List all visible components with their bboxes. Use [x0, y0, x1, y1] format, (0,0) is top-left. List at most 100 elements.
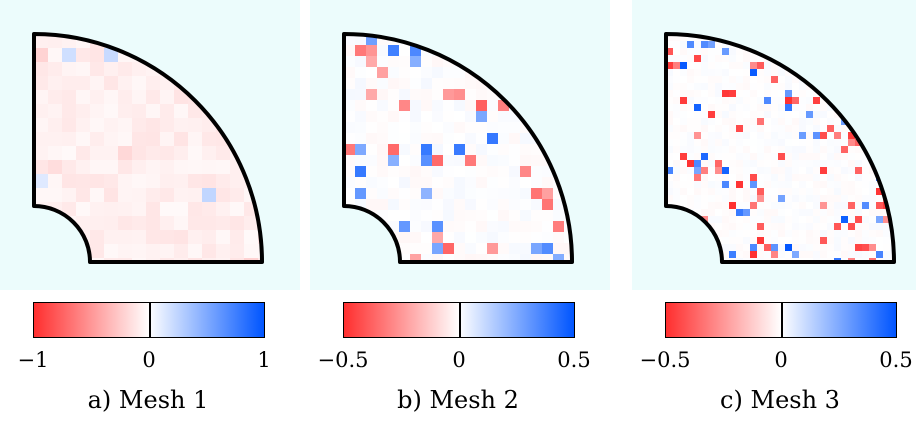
mesh-cell [388, 210, 400, 222]
mesh-cell [553, 210, 565, 222]
mesh-cell [188, 118, 203, 133]
mesh-cell [421, 210, 433, 222]
mesh-cell [813, 181, 821, 189]
mesh-cell [876, 244, 884, 252]
mesh-cell [750, 153, 758, 161]
mesh-cell [701, 195, 709, 203]
mesh-cell [806, 139, 814, 147]
mesh-cell [62, 104, 77, 119]
mesh-cell [771, 125, 779, 133]
mesh-cell [366, 144, 378, 156]
mesh-cell [377, 144, 389, 156]
mesh-cell [729, 202, 737, 210]
mesh-cell [132, 244, 147, 259]
mesh-cell [388, 56, 400, 68]
caption-mesh-1: a) Mesh 1 [87, 386, 209, 414]
mesh-cell [432, 199, 444, 211]
mesh-cell [454, 89, 466, 101]
mesh-cell [750, 104, 758, 112]
mesh-cell [820, 167, 828, 175]
mesh-cell [820, 244, 828, 252]
mesh-cell [48, 90, 63, 105]
mesh-cell [792, 202, 800, 210]
mesh-cell [216, 230, 231, 245]
mesh-cell [778, 118, 786, 126]
mesh-cell [736, 111, 744, 119]
mesh-cell [722, 216, 730, 224]
mesh-cell [104, 90, 119, 105]
mesh-cell [355, 155, 367, 167]
mesh-cell [806, 237, 814, 245]
mesh-cell [862, 167, 870, 175]
mesh-cell [708, 160, 716, 168]
mesh-cell [344, 100, 356, 112]
mesh-cell [729, 223, 737, 231]
mesh-cell [355, 89, 367, 101]
mesh-cell [764, 69, 772, 77]
mesh-cell [366, 111, 378, 123]
mesh-cell [666, 174, 674, 182]
mesh-cell [827, 209, 835, 217]
mesh-cell [869, 216, 877, 224]
mesh-cell [388, 122, 400, 134]
mesh-cell [869, 202, 877, 210]
mesh-cell [454, 199, 466, 211]
mesh-cell [202, 174, 217, 189]
mesh-cell [792, 139, 800, 147]
mesh-cell [778, 167, 786, 175]
mesh-cell [813, 153, 821, 161]
mesh-cell [509, 221, 521, 233]
domain-boundary [342, 32, 574, 264]
mesh-cell [230, 244, 245, 259]
mesh-cell [778, 237, 786, 245]
mesh-cell [680, 55, 688, 63]
mesh-cell [729, 181, 737, 189]
mesh-cell [421, 144, 433, 156]
mesh-cell [750, 223, 758, 231]
mesh-cell [750, 160, 758, 168]
mesh-cell [862, 202, 870, 210]
mesh-cell [750, 111, 758, 119]
mesh-cell [722, 160, 730, 168]
mesh-cell [476, 111, 488, 123]
mesh-cell [694, 104, 702, 112]
mesh-cell [792, 181, 800, 189]
mesh-cell [757, 139, 765, 147]
mesh-cell [377, 177, 389, 189]
mesh-cell [743, 202, 751, 210]
mesh-cell [722, 139, 730, 147]
mesh-cell [729, 153, 737, 161]
mesh-cell [399, 188, 411, 200]
mesh-cell [813, 202, 821, 210]
mesh-cell [421, 254, 433, 262]
mesh-cell [118, 244, 133, 259]
mesh-cell [729, 237, 737, 245]
panel-mesh-2: −0.5 0 0.5 b) Mesh 2 [310, 0, 610, 422]
mesh-cell [729, 216, 737, 224]
mesh-cell [366, 155, 378, 167]
mesh-cell [771, 181, 779, 189]
mesh-cell [487, 155, 499, 167]
mesh-cell [701, 181, 709, 189]
mesh-cell [862, 230, 870, 238]
mesh-cell [520, 210, 532, 222]
mesh-cell [764, 76, 772, 84]
mesh-cell [855, 181, 863, 189]
mesh-cell [750, 132, 758, 140]
mesh-cell [509, 210, 521, 222]
mesh-cell [410, 166, 422, 178]
mesh-cell [785, 76, 793, 84]
mesh-cell [666, 83, 674, 91]
mesh-cell [62, 174, 77, 189]
mesh-cell [743, 111, 751, 119]
mesh-cell [701, 167, 709, 175]
colorbar-mesh-2 [343, 302, 575, 338]
mesh-cell [509, 111, 521, 123]
mesh-cell [876, 237, 884, 245]
mesh-cell [542, 221, 554, 233]
mesh-cell [344, 166, 356, 178]
mesh-cell [778, 188, 786, 196]
mesh-cell [764, 216, 772, 224]
mesh-cell [736, 167, 744, 175]
mesh-cell [743, 167, 751, 175]
